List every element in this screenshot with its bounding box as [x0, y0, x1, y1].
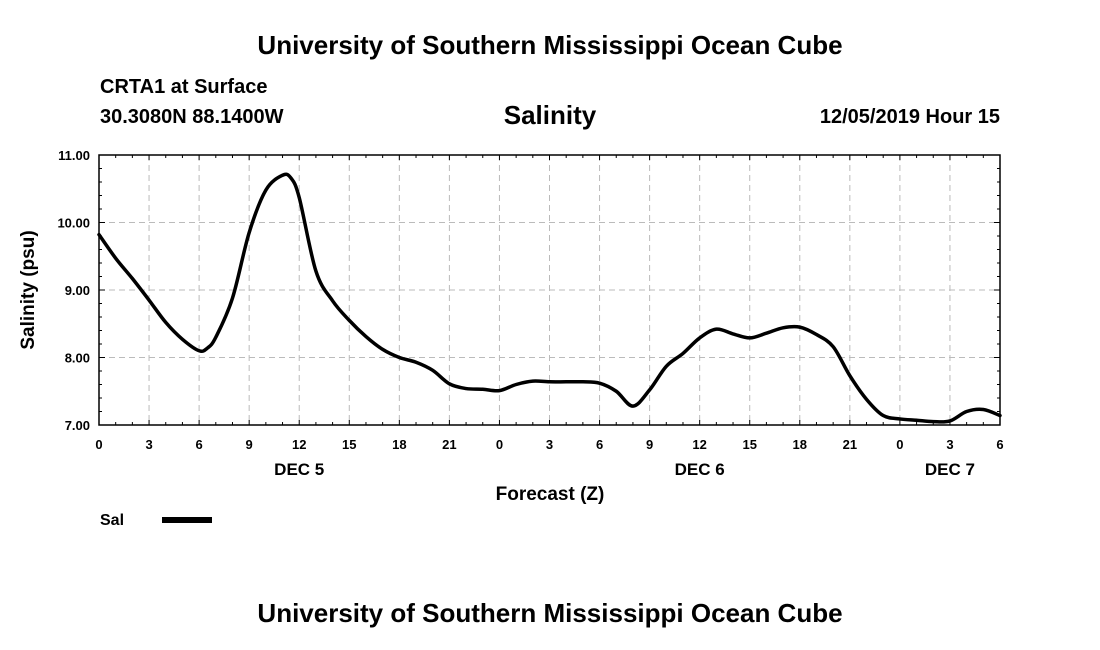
- y-tick-label: 8.00: [65, 351, 90, 366]
- x-tick-label: 18: [793, 437, 807, 452]
- page-title: University of Southern Mississippi Ocean…: [257, 30, 843, 60]
- x-tick-label: 18: [392, 437, 406, 452]
- series-layer: [97, 172, 1002, 424]
- x-tick-label: 0: [95, 437, 102, 452]
- axis-ticks: [98, 154, 1001, 426]
- date-label: DEC 6: [675, 460, 725, 479]
- x-tick-label: 6: [996, 437, 1003, 452]
- x-tick-label: 9: [646, 437, 653, 452]
- axis-tick-labels: 0 3 6 9 12 15 18 21 0 3 6 9 12 15 18 21 0 3 6 7.00 8.00 9.00 1…: [57, 148, 1003, 479]
- x-tick-label: 9: [246, 437, 253, 452]
- y-tick-label: 9.00: [65, 283, 90, 298]
- y-axis-title: Salinity (psu): [18, 230, 39, 349]
- x-tick-label: 15: [742, 437, 756, 452]
- x-tick-label: 12: [292, 437, 306, 452]
- x-axis-title: Forecast (Z): [496, 484, 605, 505]
- station-coordinates: 30.3080N 88.1400W: [100, 106, 284, 128]
- x-tick-label: 0: [496, 437, 503, 452]
- date-label: DEC 5: [274, 460, 324, 479]
- y-tick-label: 10.00: [57, 216, 90, 231]
- forecast-run-time: 12/05/2019 Hour 15: [819, 106, 1000, 128]
- x-tick-label: 21: [843, 437, 857, 452]
- date-label: DEC 7: [925, 460, 975, 479]
- station-name: CRTA1 at Surface: [100, 76, 268, 98]
- x-tick-label: 6: [195, 437, 202, 452]
- salinity-series-line: [97, 172, 1002, 424]
- legend: Sal: [100, 512, 212, 529]
- chart-title: Salinity: [503, 100, 597, 130]
- legend-label: Sal: [100, 512, 124, 529]
- x-tick-label: 3: [145, 437, 152, 452]
- x-tick-label: 12: [692, 437, 706, 452]
- y-tick-label: 11.00: [58, 148, 90, 163]
- x-tick-label: 6: [596, 437, 603, 452]
- x-tick-label: 21: [442, 437, 456, 452]
- x-tick-label: 3: [546, 437, 553, 452]
- y-tick-label: 7.00: [65, 418, 90, 433]
- x-tick-label: 3: [946, 437, 953, 452]
- footer-title: University of Southern Mississippi Ocean…: [257, 598, 843, 628]
- x-tick-label: 0: [896, 437, 903, 452]
- x-tick-label: 15: [342, 437, 356, 452]
- grid-lines: [99, 155, 1000, 425]
